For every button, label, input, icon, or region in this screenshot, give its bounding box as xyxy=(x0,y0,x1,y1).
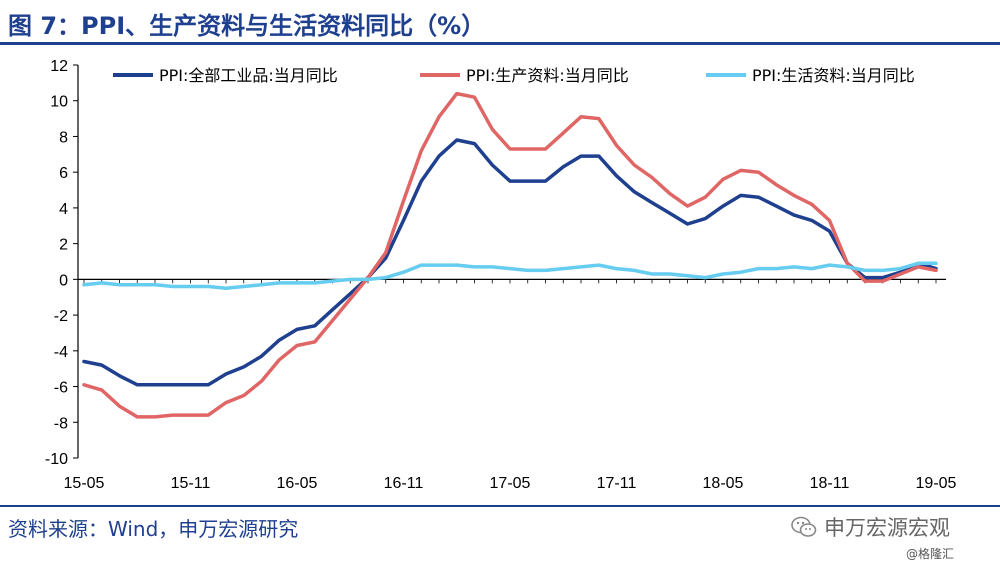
y-tick-label: 10 xyxy=(50,94,68,111)
x-tick-label: 15-05 xyxy=(64,475,105,492)
x-tick-label: 19-05 xyxy=(916,475,957,492)
chart-legend: PPI:全部工业品:当月同比 PPI:生产资料:当月同比 PPI:生活资料:当月同比 xyxy=(113,66,915,85)
wechat-icon xyxy=(790,515,818,544)
y-tick-label: -8 xyxy=(54,415,68,432)
y-tick-label: -2 xyxy=(54,308,68,325)
source-note: 资料来源：Wind，申万宏源研究 xyxy=(8,517,299,541)
series-line-1 xyxy=(82,138,938,387)
chart-title: 图 7：PPI、生产资料与生活资料同比（%） xyxy=(8,12,486,40)
y-tick-label: -6 xyxy=(54,380,68,397)
x-tick-label: 16-11 xyxy=(384,475,424,492)
y-tick-label: 6 xyxy=(59,165,68,182)
y-tick-label: -10 xyxy=(45,451,68,468)
y-tick-label: -4 xyxy=(54,344,68,361)
y-tick-label: 2 xyxy=(59,237,68,254)
watermark: @格隆汇 xyxy=(906,547,955,561)
x-tick-label: 17-05 xyxy=(490,475,531,492)
y-tick-label: 8 xyxy=(59,129,68,146)
y-tick-label: 4 xyxy=(59,201,68,218)
x-tick-label: 16-05 xyxy=(277,475,318,492)
x-tick-label: 17-11 xyxy=(597,475,637,492)
chart: 12 10 8 6 4 2 0 -2 -4 -6 -8 -10 15-05 15-11 16-05 16-11… xyxy=(45,58,957,492)
y-tick-label: 0 xyxy=(59,272,68,289)
x-tick-label: 18-11 xyxy=(810,475,850,492)
y-tick-label: 12 xyxy=(50,58,68,75)
chart-series xyxy=(82,91,938,419)
series-line-2 xyxy=(82,91,938,419)
brand-label: 申万宏源宏观 xyxy=(790,512,950,544)
series-line-3 xyxy=(82,261,938,291)
chart-axes: 12 10 8 6 4 2 0 -2 -4 -6 -8 -10 15-05 15-11 16-05 16-11… xyxy=(45,58,957,492)
x-tick-label: 18-05 xyxy=(703,475,744,492)
legend-label-2: PPI:生产资料:当月同比 xyxy=(466,66,629,85)
brand-text: 申万宏源宏观 xyxy=(824,516,950,540)
legend-label-3: PPI:生活资料:当月同比 xyxy=(752,66,915,85)
title-rule xyxy=(0,42,1000,45)
x-tick-label: 15-11 xyxy=(171,475,211,492)
legend-label-1: PPI:全部工业品:当月同比 xyxy=(159,66,338,85)
source-rule xyxy=(0,505,1000,507)
